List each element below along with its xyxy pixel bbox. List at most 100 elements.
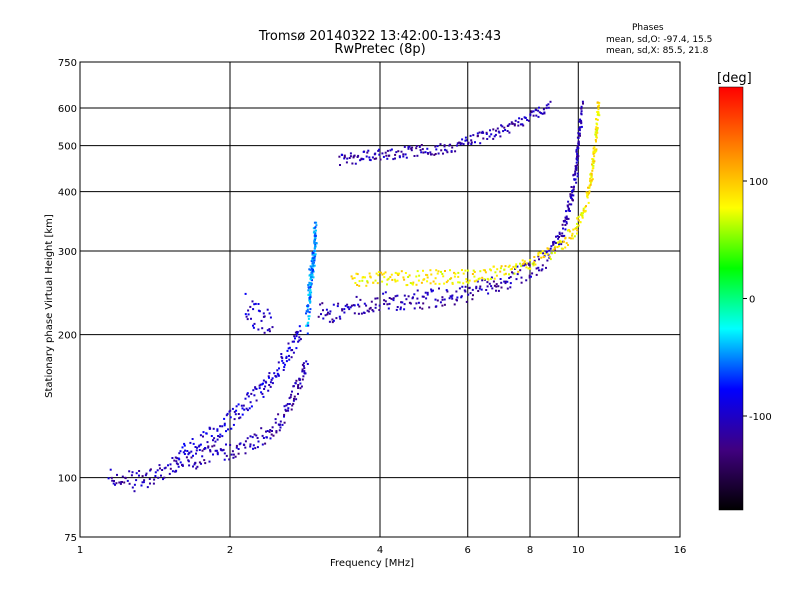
data-point bbox=[588, 186, 591, 189]
data-point bbox=[479, 142, 482, 145]
data-point bbox=[381, 273, 384, 276]
data-point bbox=[174, 470, 177, 473]
data-point bbox=[394, 295, 397, 298]
data-point bbox=[249, 435, 252, 438]
data-point bbox=[276, 369, 279, 372]
data-point bbox=[148, 478, 151, 480]
data-point bbox=[301, 363, 304, 366]
data-point bbox=[182, 451, 185, 454]
data-point bbox=[508, 273, 510, 276]
data-point bbox=[409, 282, 412, 284]
data-point bbox=[553, 240, 556, 243]
data-point bbox=[430, 153, 433, 156]
data-point bbox=[193, 463, 196, 466]
data-point bbox=[590, 172, 593, 175]
data-point bbox=[563, 240, 565, 243]
data-point bbox=[469, 292, 472, 295]
data-point bbox=[221, 435, 224, 438]
data-point bbox=[520, 118, 523, 121]
data-point bbox=[216, 453, 219, 456]
data-point bbox=[597, 105, 600, 108]
data-point bbox=[593, 155, 596, 158]
data-point bbox=[237, 452, 240, 455]
data-point bbox=[472, 269, 475, 272]
data-point bbox=[401, 301, 404, 304]
data-point bbox=[592, 162, 595, 164]
data-point bbox=[561, 247, 564, 250]
data-point bbox=[472, 134, 475, 137]
data-point bbox=[157, 476, 160, 479]
data-point bbox=[387, 307, 390, 310]
data-point bbox=[211, 445, 214, 448]
data-point bbox=[225, 454, 228, 457]
data-point bbox=[576, 232, 578, 235]
data-point bbox=[560, 243, 563, 246]
data-point bbox=[576, 163, 579, 166]
data-point bbox=[169, 467, 172, 470]
data-point bbox=[299, 338, 302, 341]
x-axis-label: Frequency [MHz] bbox=[330, 558, 415, 569]
data-point bbox=[422, 151, 425, 154]
x-tick-label: 8 bbox=[527, 545, 533, 556]
data-point bbox=[278, 367, 280, 370]
data-point bbox=[547, 247, 550, 250]
data-point bbox=[194, 461, 197, 464]
data-point bbox=[311, 258, 314, 261]
data-point bbox=[434, 298, 437, 301]
data-point bbox=[564, 237, 567, 240]
data-point bbox=[202, 435, 204, 438]
data-point bbox=[363, 302, 366, 305]
data-point bbox=[214, 440, 217, 443]
data-point bbox=[509, 276, 512, 278]
data-point bbox=[436, 145, 439, 148]
data-point bbox=[565, 215, 568, 218]
data-point bbox=[255, 388, 258, 390]
data-point bbox=[548, 249, 551, 252]
data-point bbox=[427, 152, 430, 155]
data-point bbox=[570, 196, 572, 199]
data-point bbox=[252, 389, 255, 392]
data-point bbox=[210, 435, 213, 437]
data-point bbox=[572, 228, 575, 231]
data-point bbox=[374, 306, 377, 309]
data-point bbox=[310, 291, 313, 294]
data-point bbox=[262, 382, 264, 385]
data-point bbox=[489, 129, 491, 132]
data-point bbox=[181, 463, 184, 466]
data-point bbox=[311, 279, 313, 282]
data-point bbox=[418, 145, 421, 148]
data-point bbox=[237, 413, 240, 415]
data-point bbox=[293, 340, 295, 343]
data-point bbox=[476, 134, 479, 137]
data-point bbox=[470, 141, 473, 144]
data-point bbox=[415, 147, 418, 150]
data-point bbox=[575, 148, 578, 151]
data-point bbox=[305, 324, 308, 327]
data-point bbox=[351, 162, 354, 165]
data-point bbox=[142, 481, 145, 484]
data-point bbox=[379, 158, 382, 161]
data-point bbox=[498, 131, 501, 134]
data-point bbox=[274, 421, 277, 424]
data-point bbox=[394, 271, 397, 274]
data-point bbox=[516, 273, 519, 276]
data-point bbox=[271, 430, 273, 432]
data-point bbox=[453, 271, 456, 274]
data-point bbox=[537, 266, 540, 269]
data-point bbox=[589, 173, 592, 176]
data-point bbox=[571, 199, 574, 201]
data-point bbox=[527, 267, 530, 270]
data-point bbox=[377, 271, 380, 274]
data-point bbox=[146, 486, 149, 489]
data-point bbox=[192, 465, 194, 468]
data-point bbox=[417, 279, 420, 282]
data-point bbox=[388, 154, 391, 157]
data-point bbox=[314, 233, 317, 236]
data-point bbox=[594, 139, 597, 141]
data-point bbox=[589, 181, 592, 184]
data-point bbox=[269, 385, 272, 388]
data-point bbox=[497, 285, 500, 288]
data-point bbox=[458, 141, 461, 144]
data-point bbox=[397, 274, 400, 276]
data-point bbox=[269, 381, 272, 384]
